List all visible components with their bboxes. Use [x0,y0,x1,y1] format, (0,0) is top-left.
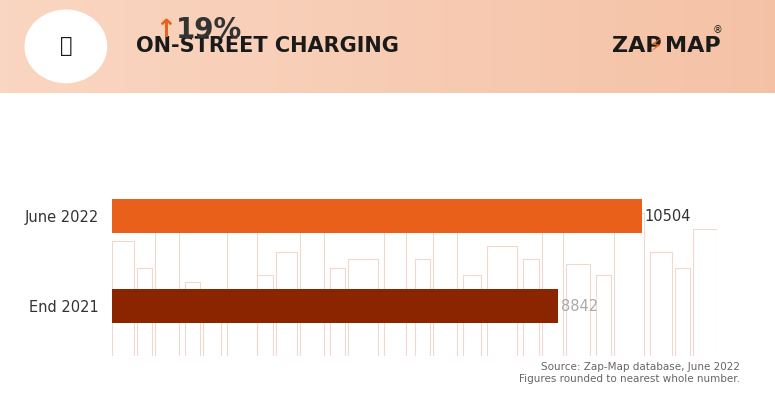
Bar [330,269,345,356]
Bar [463,275,481,356]
Bar [112,241,133,356]
Bar [596,275,611,356]
Text: 10504: 10504 [645,209,691,224]
Bar [300,223,324,356]
Bar [185,282,200,356]
Bar [227,200,257,356]
Bar [614,213,644,356]
Bar [523,259,539,356]
Text: ®: ® [713,25,723,35]
Text: ⛽: ⛽ [60,36,72,56]
Bar [415,259,429,356]
Text: MAP: MAP [665,36,721,56]
Text: ↑: ↑ [155,18,176,42]
Text: ZAP: ZAP [612,36,662,56]
Bar [566,264,590,356]
Bar [693,229,717,356]
Bar [136,269,152,356]
Text: ON-STREET CHARGING: ON-STREET CHARGING [136,36,398,56]
Text: 19%: 19% [176,16,242,44]
Bar [542,229,563,356]
Bar [384,229,405,356]
Text: ⚡: ⚡ [648,37,662,56]
Bar [348,259,378,356]
Text: Source: Zap-Map database, June 2022
Figures rounded to nearest whole number.: Source: Zap-Map database, June 2022 Figu… [519,362,740,384]
Bar [203,292,221,356]
Ellipse shape [25,10,107,83]
Bar [487,246,518,356]
Bar [112,289,558,323]
Text: 8842: 8842 [561,299,598,314]
Bar [257,275,273,356]
Bar [276,252,297,356]
Bar [432,207,457,356]
Bar [155,213,179,356]
Bar [650,252,671,356]
Bar [112,199,642,233]
Bar [674,269,690,356]
